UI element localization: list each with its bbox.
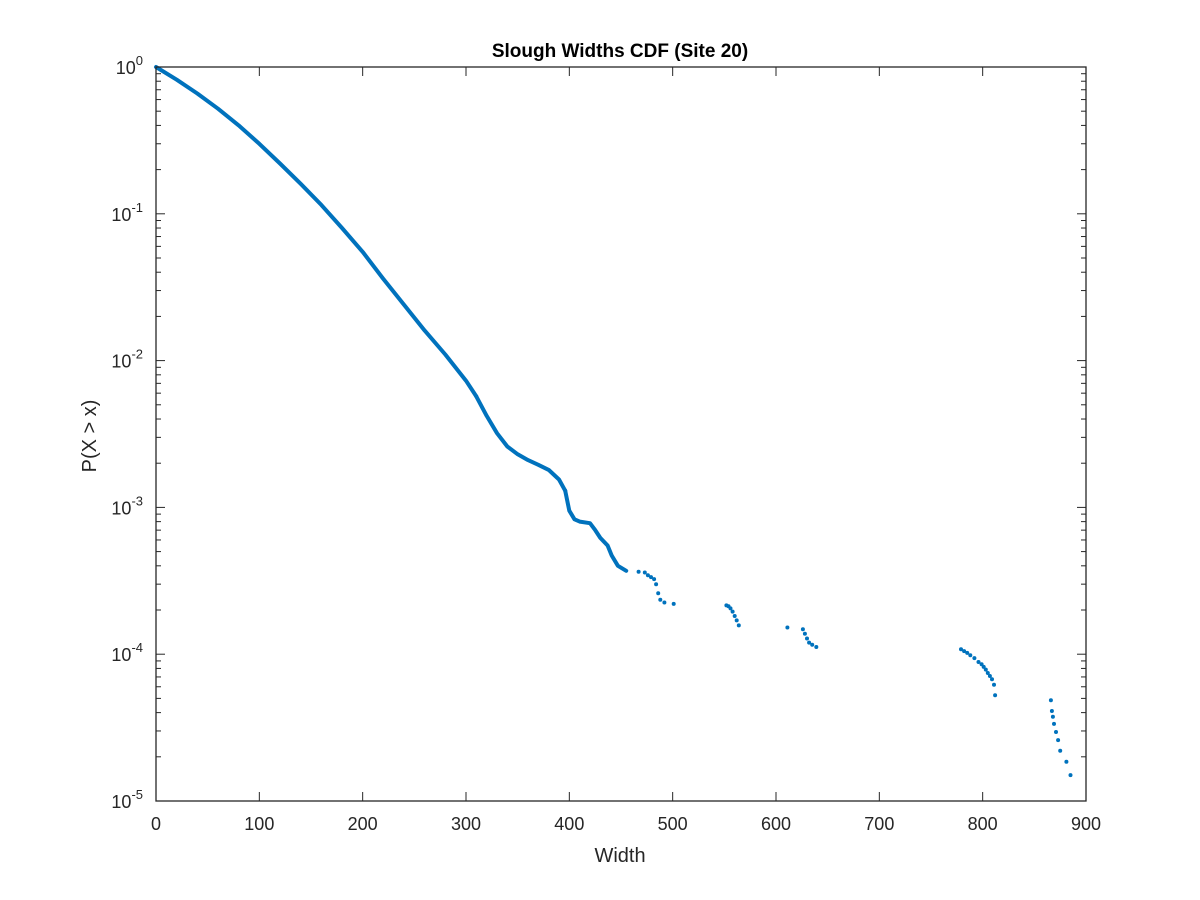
data-point: [728, 606, 733, 611]
y-axis-label: P(X > x): [79, 400, 101, 473]
y-tick-label: 10-1: [111, 200, 143, 225]
data-point: [656, 591, 661, 596]
x-tick-label: 0: [151, 814, 161, 834]
data-point: [1064, 759, 1069, 764]
data-point: [732, 614, 737, 618]
y-tick-label: 100: [116, 53, 143, 78]
x-axis-label: Width: [594, 845, 645, 867]
y-tick-label: 10-4: [111, 640, 143, 665]
data-point: [662, 600, 667, 605]
data-point: [636, 569, 641, 574]
data-point: [736, 623, 741, 628]
axes-box: [155, 66, 1087, 802]
data-point: [649, 575, 653, 580]
data-point: [1049, 709, 1054, 713]
data-point: [807, 640, 812, 645]
data-point: [965, 650, 970, 655]
data-point: [802, 631, 807, 636]
data-point: [1058, 748, 1063, 753]
data-point: [810, 642, 815, 647]
data-point: [658, 597, 663, 602]
data-point: [976, 660, 981, 664]
x-tick-label: 200: [348, 814, 378, 834]
data-point: [959, 647, 963, 652]
data-curve: [154, 65, 479, 399]
data-point: [1054, 730, 1058, 734]
data-point: [987, 674, 992, 678]
data-point: [671, 601, 676, 606]
data-point: [805, 636, 809, 641]
x-tick-label: 700: [864, 814, 894, 834]
data-point: [814, 645, 819, 649]
plot-area: [154, 65, 1073, 778]
data-point: [981, 664, 986, 669]
data-point: [979, 662, 984, 667]
x-tick-label: 600: [761, 814, 791, 834]
x-tick-label: 400: [554, 814, 584, 834]
data-point: [652, 577, 657, 582]
x-tick-label: 300: [451, 814, 481, 834]
data-point: [800, 627, 805, 632]
data-point: [1068, 773, 1073, 778]
data-point: [1050, 714, 1055, 719]
data-curve: [563, 488, 629, 573]
x-tick-label: 500: [658, 814, 688, 834]
data-point: [1052, 721, 1056, 726]
axes: 0 100 200 300 400 500 600 700 800 900 100 10-1 10-2 1…: [111, 53, 1101, 834]
data-curve: [474, 394, 568, 493]
x-tick-label: 800: [968, 814, 998, 834]
y-tick-label: 10-3: [111, 493, 143, 518]
data-point: [645, 573, 650, 578]
data-point: [1048, 698, 1053, 703]
data-point: [985, 671, 990, 675]
chart-title: Slough Widths CDF (Site 20): [492, 41, 748, 62]
data-point: [730, 609, 735, 614]
data-point: [642, 570, 647, 575]
data-point: [983, 667, 988, 672]
data-point: [993, 693, 998, 698]
y-tick-label: 10-5: [111, 787, 143, 812]
data-point: [785, 625, 790, 630]
data-point: [968, 653, 973, 658]
data-point: [992, 682, 996, 687]
data-point: [1056, 738, 1061, 743]
x-tick-label: 100: [244, 814, 274, 834]
data-point: [654, 582, 659, 587]
data-point: [962, 649, 967, 654]
data-point: [734, 618, 739, 623]
y-tick-label: 10-2: [111, 347, 143, 372]
data-point: [990, 677, 994, 682]
x-tick-label: 900: [1071, 814, 1101, 834]
data-point: [972, 656, 977, 661]
